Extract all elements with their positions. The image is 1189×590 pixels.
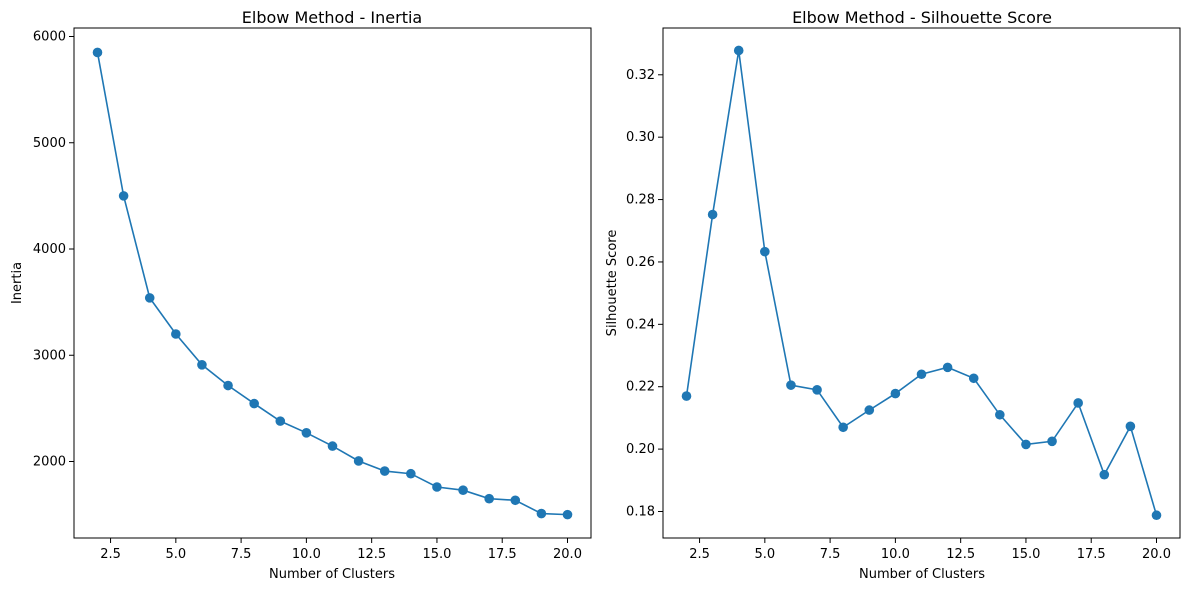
inertia-data-point [118, 191, 129, 201]
silhouette-data-point [707, 209, 718, 220]
silhouette-data-point [916, 369, 927, 380]
inertia-ticks: 2.5 5.0 7.5 10.0 12.5 15.0 17.5 20.0 2000 3000 400… [33, 30, 582, 563]
silhouette-y-tick-label: 0.20 [626, 442, 655, 457]
inertia-data-point [379, 466, 390, 476]
silhouette-data-point [681, 391, 692, 401]
silhouette-data-point [1099, 469, 1110, 480]
silhouette-data-point [1073, 398, 1083, 408]
silhouette-x-tick-label: 2.5 [689, 547, 710, 562]
inertia-data-point [301, 428, 312, 438]
inertia-x-tick-label: 12.5 [357, 547, 386, 562]
inertia-data-point [144, 293, 155, 303]
silhouette-data-point [1047, 436, 1057, 447]
x-axis-label-silhouette: Number of Clusters [859, 567, 985, 582]
silhouette-y-tick-label: 0.32 [626, 68, 655, 83]
silhouette-x-tick-label: 12.5 [946, 547, 975, 562]
silhouette-data-point [1021, 439, 1031, 450]
inertia-x-tick-label: 20.0 [553, 547, 582, 562]
inertia-y-tick-label: 6000 [33, 30, 66, 45]
inertia-markers [92, 47, 573, 520]
inertia-data-point [275, 416, 286, 426]
silhouette-y-tick-label: 0.18 [626, 504, 655, 519]
silhouette-x-tick-label: 20.0 [1142, 547, 1171, 562]
silhouette-y-tick-label: 0.24 [626, 317, 655, 332]
silhouette-data-point [812, 385, 822, 395]
silhouette-y-tick-label: 0.30 [626, 130, 655, 145]
silhouette-y-tick-label: 0.28 [626, 193, 655, 208]
silhouette-data-point [786, 380, 796, 390]
silhouette-x-tick-label: 10.0 [881, 547, 910, 562]
silhouette-x-tick-label: 5.0 [754, 547, 775, 562]
plot-frame-silhouette [662, 27, 1181, 539]
inertia-x-tick-label: 2.5 [100, 547, 121, 562]
silhouette-data-point [838, 422, 848, 433]
silhouette-data-point [890, 388, 901, 399]
silhouette-data-point [942, 362, 953, 373]
inertia-x-tick-label: 15.0 [422, 547, 451, 562]
x-axis-label-inertia: Number of Clusters [269, 567, 395, 582]
silhouette-markers [681, 45, 1162, 521]
silhouette-ticks: 2.5 5.0 7.5 10.0 12.5 15.0 17.5 20.0 0.18 0.20 0.2… [626, 68, 1171, 562]
plot-frame-inertia [73, 27, 592, 539]
inertia-data-point [562, 509, 573, 520]
silhouette-x-tick-label: 17.5 [1077, 547, 1106, 562]
inertia-chart: Elbow Method - Inertia 2.5 5.0 7.5 10.0 12.5… [10, 8, 592, 582]
inertia-data-point [197, 360, 207, 370]
silhouette-y-tick-label: 0.22 [626, 380, 655, 395]
inertia-data-point [223, 380, 233, 391]
inertia-x-tick-label: 17.5 [488, 547, 517, 562]
inertia-data-point [458, 485, 468, 495]
inertia-data-point [406, 468, 416, 479]
y-axis-label-silhouette: Silhouette Score [605, 230, 620, 337]
inertia-data-point [510, 495, 521, 506]
silhouette-data-point [760, 246, 770, 257]
inertia-data-point [92, 47, 103, 58]
silhouette-chart: Elbow Method - Silhouette Score 2.5 5.0 7.… [605, 8, 1181, 582]
inertia-y-tick-label: 3000 [33, 348, 66, 363]
y-axis-label-inertia: Inertia [10, 262, 25, 304]
inertia-x-tick-label: 5.0 [165, 547, 186, 562]
silhouette-data-point [968, 373, 979, 384]
silhouette-data-point [1125, 421, 1136, 432]
silhouette-data-point [864, 405, 875, 415]
chart-title-inertia: Elbow Method - Inertia [242, 8, 422, 27]
chart-title-silhouette: Elbow Method - Silhouette Score [792, 8, 1052, 27]
inertia-data-point [327, 441, 338, 451]
inertia-y-tick-label: 5000 [33, 136, 66, 151]
inertia-y-tick-label: 2000 [33, 455, 66, 470]
inertia-data-point [484, 493, 494, 504]
inertia-data-point [432, 482, 442, 492]
inertia-x-tick-label: 10.0 [292, 547, 321, 562]
inertia-x-tick-label: 7.5 [231, 547, 252, 562]
silhouette-series-line [685, 50, 1158, 516]
silhouette-x-tick-label: 7.5 [820, 547, 841, 562]
silhouette-y-tick-label: 0.26 [626, 255, 655, 270]
inertia-data-point [249, 398, 259, 409]
inertia-y-tick-label: 4000 [33, 242, 66, 257]
inertia-data-point [353, 456, 364, 466]
silhouette-data-point [1151, 510, 1162, 521]
silhouette-x-tick-label: 15.0 [1011, 547, 1040, 562]
inertia-data-point [171, 329, 181, 339]
silhouette-data-point [733, 45, 744, 56]
inertia-data-point [536, 508, 547, 519]
silhouette-data-point [995, 409, 1005, 420]
